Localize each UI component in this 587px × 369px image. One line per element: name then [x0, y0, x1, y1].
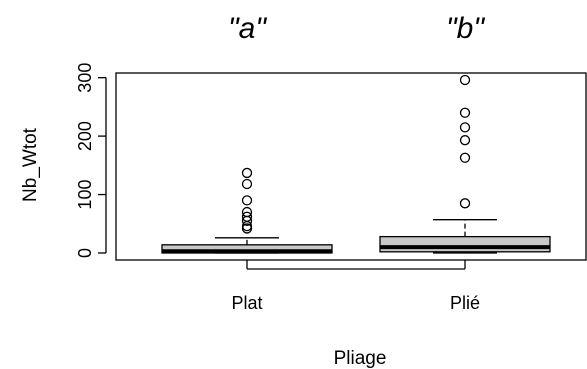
- outlier-point: [241, 167, 253, 179]
- outlier-point: [459, 135, 471, 146]
- y-tick-label: 0: [75, 248, 95, 258]
- outlier-point: [459, 74, 471, 86]
- x-tick-label: Plat: [231, 293, 262, 313]
- significance-label: "a": [228, 12, 267, 45]
- outlier-point: [241, 178, 253, 190]
- y-tick-label: 100: [75, 180, 95, 210]
- outlier-point: [241, 211, 253, 222]
- outlier-point: [241, 206, 253, 218]
- significance-label: "b": [446, 12, 485, 45]
- outlier-point: [459, 198, 471, 209]
- box-1: [161, 167, 333, 254]
- boxes: [161, 74, 551, 254]
- outlier-point: [459, 107, 471, 118]
- y-tick-label: 300: [75, 63, 95, 93]
- outlier-point: [459, 122, 471, 133]
- x-tick-label: Plié: [450, 293, 480, 313]
- axes: 0 100 200 300 Plat "a" Plié "b": [75, 12, 485, 313]
- plot-area: [115, 72, 587, 261]
- y-axis-label: Nb_Wtot: [20, 127, 41, 202]
- outlier-point: [459, 152, 471, 163]
- box-iqr: [379, 235, 551, 253]
- outlier-point: [241, 195, 253, 206]
- plot-frame: [115, 72, 587, 261]
- y-tick-label: 200: [75, 121, 95, 151]
- box-2: [379, 74, 551, 254]
- x-axis-label: Pliage: [334, 348, 387, 369]
